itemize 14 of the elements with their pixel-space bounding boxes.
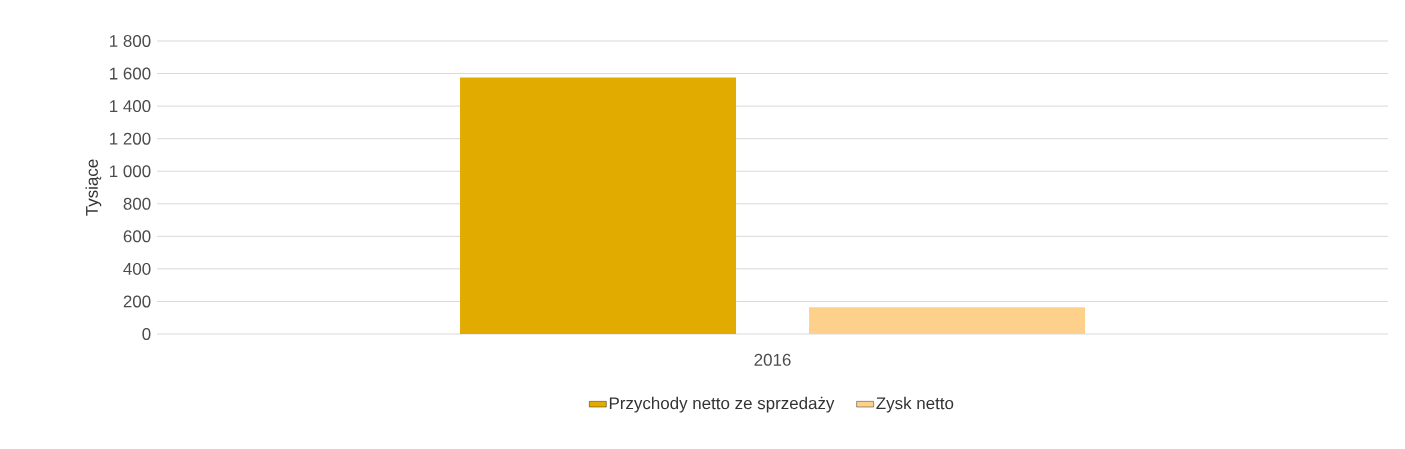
legend-label: Zysk netto xyxy=(876,396,954,413)
y-tick-label: 600 xyxy=(123,230,151,243)
legend-label: Przychody netto ze sprzedaży xyxy=(609,396,835,413)
y-tick-label: 1 200 xyxy=(110,132,151,145)
y-tick-label: 800 xyxy=(123,197,151,210)
y-tick-label: 1 800 xyxy=(110,35,151,47)
y-tick-label: 1 400 xyxy=(110,100,151,113)
y-tick-label: 400 xyxy=(123,262,151,275)
y-tick-label: 1 000 xyxy=(110,165,151,178)
y-tick-label: 1 600 xyxy=(110,67,151,80)
x-tick-label: 2016 xyxy=(754,353,791,366)
y-tick-label: 0 xyxy=(142,328,151,340)
y-tick-label: 200 xyxy=(123,295,151,308)
y-axis-title: Tysiące xyxy=(85,159,102,216)
